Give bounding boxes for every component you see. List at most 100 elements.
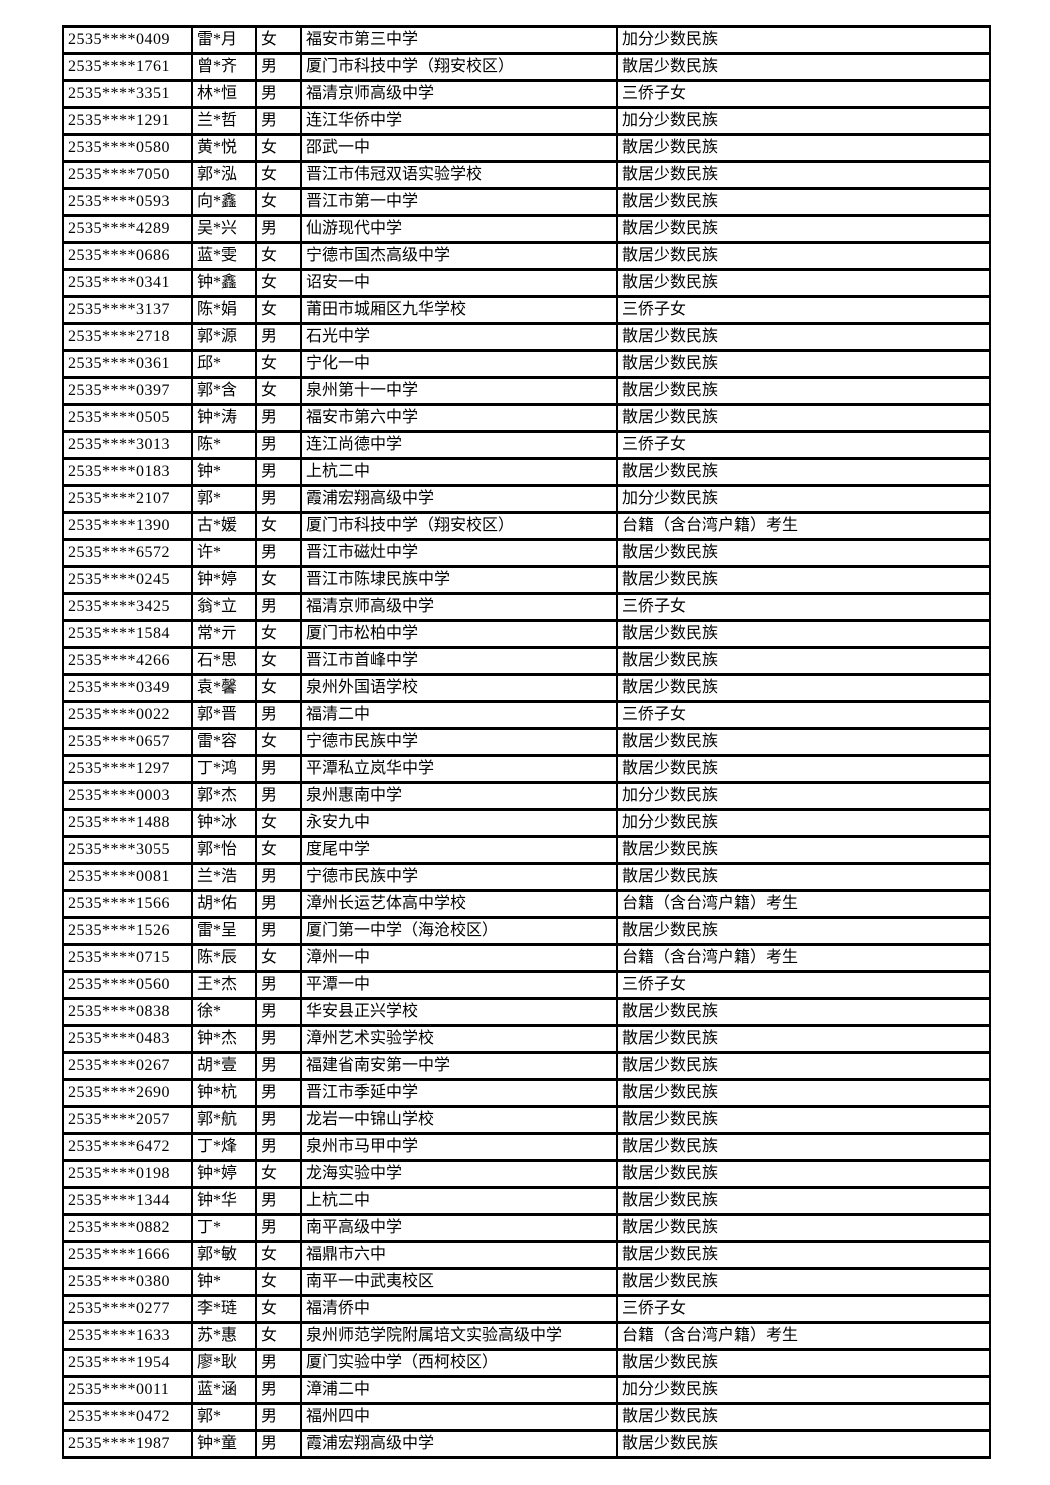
cell-school: 连江华侨中学: [300, 106, 618, 136]
cell-school: 宁德市民族中学: [300, 727, 618, 757]
cell-school: 平潭私立岚华中学: [300, 754, 618, 784]
cell-gender: 男: [255, 52, 302, 82]
cell-name: 廖*耿: [191, 1348, 257, 1378]
cell-id: 2535****0267: [62, 1051, 193, 1081]
table-row: 2535****3137 陈*娟女莆田市城厢区九华学校 三侨子女: [62, 295, 991, 325]
cell-gender: 男: [255, 322, 302, 352]
cell-school: 漳州一中: [300, 943, 618, 973]
table-row: 2535****0560 王*杰男平潭一中 三侨子女: [62, 970, 991, 1000]
table-row: 2535****1566 胡*佑男漳州长运艺体高中学校 台籍（含台湾户籍）考生: [62, 889, 991, 919]
cell-school: 福清京师高级中学: [300, 79, 618, 109]
cell-id: 2535****0277: [62, 1294, 193, 1324]
cell-school: 晋江市季延中学: [300, 1078, 618, 1108]
cell-name: 丁*烽: [191, 1132, 257, 1162]
cell-gender: 女: [255, 241, 302, 271]
cell-gender: 女: [255, 808, 302, 838]
cell-name: 钟*杰: [191, 1024, 257, 1054]
cell-gender: 男: [255, 1024, 302, 1054]
cell-category: 散居少数民族: [616, 376, 991, 406]
cell-category: 散居少数民族: [616, 1348, 991, 1378]
cell-id: 2535****0341: [62, 268, 193, 298]
cell-gender: 女: [255, 160, 302, 190]
cell-name: 吴*兴: [191, 214, 257, 244]
table-row: 2535****2057 郭*航男龙岩一中锦山学校 散居少数民族: [62, 1105, 991, 1135]
cell-id: 2535****1584: [62, 619, 193, 649]
cell-school: 邵武一中: [300, 133, 618, 163]
cell-school: 漳州艺术实验学校: [300, 1024, 618, 1054]
cell-id: 2535****0882: [62, 1213, 193, 1243]
table-row: 2535****3055 郭*怡女度尾中学 散居少数民族: [62, 835, 991, 865]
table-row: 2535****0838 徐* 男华安县正兴学校 散居少数民族: [62, 997, 991, 1027]
cell-name: 蓝*雯: [191, 241, 257, 271]
cell-category: 散居少数民族: [616, 241, 991, 271]
cell-category: 散居少数民族: [616, 1159, 991, 1189]
cell-gender: 女: [255, 565, 302, 595]
table-row: 2535****7050 郭*泓女晋江市伟冠双语实验学校 散居少数民族: [62, 160, 991, 190]
table-row: 2535****1488 钟*冰女永安九中 加分少数民族: [62, 808, 991, 838]
cell-gender: 男: [255, 1375, 302, 1405]
cell-name: 向*鑫: [191, 187, 257, 217]
cell-name: 郭*源: [191, 322, 257, 352]
cell-category: 散居少数民族: [616, 1213, 991, 1243]
cell-gender: 男: [255, 1213, 302, 1243]
cell-gender: 女: [255, 673, 302, 703]
cell-category: 台籍（含台湾户籍）考生: [616, 889, 991, 919]
cell-name: 郭*怡: [191, 835, 257, 865]
cell-name: 蓝*涵: [191, 1375, 257, 1405]
cell-category: 加分少数民族: [616, 781, 991, 811]
cell-category: 散居少数民族: [616, 1402, 991, 1432]
cell-name: 常*亓: [191, 619, 257, 649]
cell-name: 李*琏: [191, 1294, 257, 1324]
cell-school: 福清京师高级中学: [300, 592, 618, 622]
cell-school: 宁德市国杰高级中学: [300, 241, 618, 271]
cell-name: 胡*佑: [191, 889, 257, 919]
cell-gender: 男: [255, 538, 302, 568]
cell-category: 散居少数民族: [616, 1132, 991, 1162]
cell-gender: 男: [255, 484, 302, 514]
cell-school: 上杭二中: [300, 1186, 618, 1216]
table-row: 2535****1291 兰*哲男连江华侨中学 加分少数民族: [62, 106, 991, 136]
cell-category: 散居少数民族: [616, 862, 991, 892]
cell-id: 2535****4266: [62, 646, 193, 676]
table-row: 2535****0657 雷*容女宁德市民族中学 散居少数民族: [62, 727, 991, 757]
cell-gender: 男: [255, 1429, 302, 1459]
cell-name: 兰*浩: [191, 862, 257, 892]
table-row: 2535****2690 钟*杭男晋江市季延中学 散居少数民族: [62, 1078, 991, 1108]
cell-category: 散居少数民族: [616, 538, 991, 568]
cell-name: 郭*泓: [191, 160, 257, 190]
cell-id: 2535****0715: [62, 943, 193, 973]
cell-category: 散居少数民族: [616, 1240, 991, 1270]
table-row: 2535****0361 邱* 女宁化一中 散居少数民族: [62, 349, 991, 379]
cell-gender: 男: [255, 1105, 302, 1135]
cell-school: 漳州长运艺体高中学校: [300, 889, 618, 919]
cell-name: 雷*容: [191, 727, 257, 757]
table-row: 2535****4266 石*思女晋江市首峰中学 散居少数民族: [62, 646, 991, 676]
table-row: 2535****0081 兰*浩男宁德市民族中学 散居少数民族: [62, 862, 991, 892]
cell-school: 诏安一中: [300, 268, 618, 298]
cell-gender: 女: [255, 187, 302, 217]
table-row: 2535****6572 许* 男晋江市磁灶中学 散居少数民族: [62, 538, 991, 568]
table-row: 2535****2718 郭*源男石光中学 散居少数民族: [62, 322, 991, 352]
cell-id: 2535****0003: [62, 781, 193, 811]
cell-category: 三侨子女: [616, 430, 991, 460]
cell-name: 郭*: [191, 484, 257, 514]
cell-id: 2535****2690: [62, 1078, 193, 1108]
cell-category: 散居少数民族: [616, 646, 991, 676]
cell-school: 永安九中: [300, 808, 618, 838]
cell-category: 散居少数民族: [616, 727, 991, 757]
cell-name: 郭*杰: [191, 781, 257, 811]
cell-category: 散居少数民族: [616, 835, 991, 865]
cell-id: 2535****0472: [62, 1402, 193, 1432]
cell-school: 福州四中: [300, 1402, 618, 1432]
cell-gender: 男: [255, 457, 302, 487]
cell-name: 邱*: [191, 349, 257, 379]
cell-id: 2535****0397: [62, 376, 193, 406]
cell-name: 丁*鸿: [191, 754, 257, 784]
cell-school: 莆田市城厢区九华学校: [300, 295, 618, 325]
table-row: 2535****0593 向*鑫女晋江市第一中学 散居少数民族: [62, 187, 991, 217]
cell-school: 晋江市磁灶中学: [300, 538, 618, 568]
cell-school: 厦门第一中学（海沧校区）: [300, 916, 618, 946]
cell-id: 2535****0483: [62, 1024, 193, 1054]
cell-category: 散居少数民族: [616, 133, 991, 163]
